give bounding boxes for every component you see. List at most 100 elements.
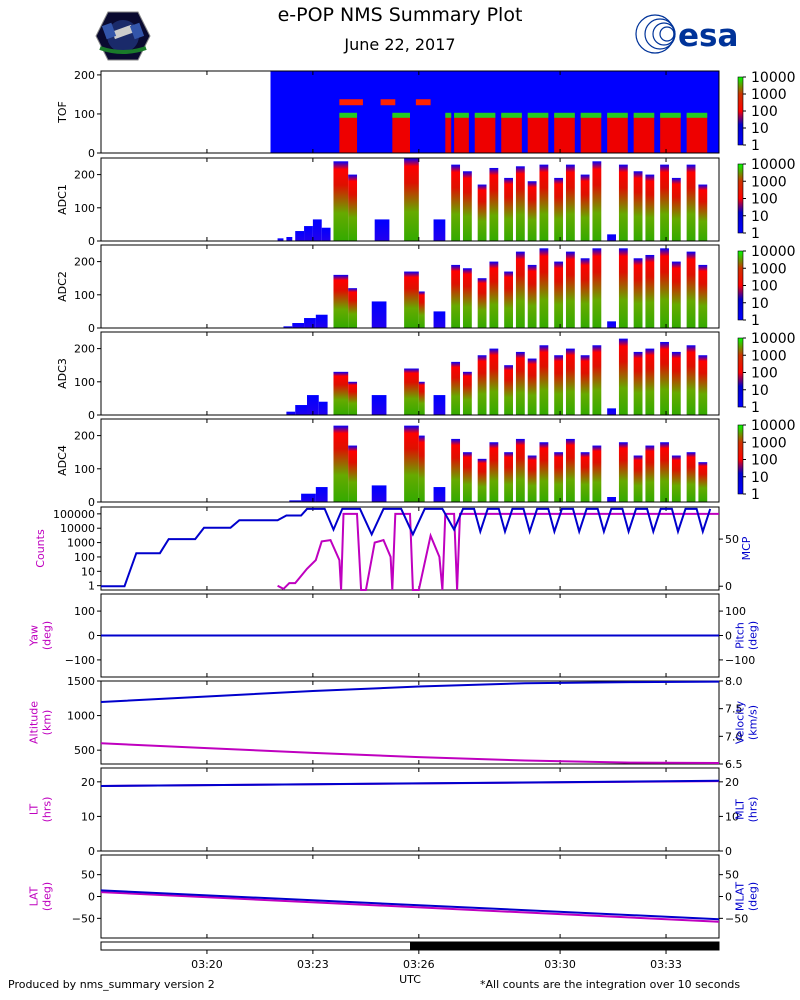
adc1-bar-6 xyxy=(333,161,349,241)
tof-segment-band-12 xyxy=(686,112,708,118)
adc1-bar-11 xyxy=(451,164,461,241)
altitude-velocity-ylabel-right-line-0: Velocity xyxy=(734,700,747,744)
lt-mlt-frame xyxy=(100,767,720,852)
counts-mcp-ytick-r-label-1: 50 xyxy=(725,533,739,546)
yaw-pitch-ytick-r-label-2: 100 xyxy=(725,605,746,618)
tof-colorbar-label-1: 10 xyxy=(751,121,769,137)
yaw-pitch-ylabel-right-line-1: (deg) xyxy=(747,621,760,650)
tof-segment-band-2 xyxy=(445,112,452,118)
altitude-velocity-ytick-r-label-3: 8.0 xyxy=(725,675,743,688)
altitude-velocity-ylabel-right-line-1: (km/s) xyxy=(747,705,760,740)
lat-mlat-ytick-label-2: 50 xyxy=(81,869,95,882)
altitude-velocity-ytick-label-0: 500 xyxy=(74,744,95,757)
adc4-bar-27 xyxy=(686,452,696,502)
adc4-bar-0 xyxy=(289,500,302,502)
adc4-ytick-label-1: 100 xyxy=(74,463,95,476)
adc4-bar-2 xyxy=(315,487,328,502)
timeline-xtick-label-3: 03:30 xyxy=(544,958,576,971)
adc1-frame xyxy=(100,157,720,242)
lat-mlat-ylabel-right-line-1: (deg) xyxy=(747,882,760,911)
adc4-colorbar-label-2: 100 xyxy=(751,453,778,469)
adc3-bar-9 xyxy=(433,395,446,415)
lat-mlat-ytick-label-0: −50 xyxy=(72,912,95,925)
altitude-velocity-ytick-r-label-1: 7.0 xyxy=(725,730,743,743)
adc3-ytick-label-0: 0 xyxy=(88,409,95,422)
adc1-bar-28 xyxy=(671,177,681,241)
adc1-bar-25 xyxy=(633,171,643,241)
tof-segment-3 xyxy=(454,113,469,153)
adc1-ytick-label-2: 200 xyxy=(74,169,95,182)
adc3-bar-16 xyxy=(527,358,537,415)
lat-mlat-ytick-r-label-0: −50 xyxy=(725,912,748,925)
adc1-bar-29 xyxy=(686,164,696,241)
lat-mlat-series-1 xyxy=(100,889,720,921)
adc2-bar-29 xyxy=(698,264,708,328)
adc4-bar-3 xyxy=(333,425,349,502)
adc3-ylabel-line-0: ADC3 xyxy=(56,358,69,389)
adc3-ytick-label-2: 200 xyxy=(74,343,95,356)
lt-mlt-ytick-label-2: 20 xyxy=(81,776,95,789)
adc4-ytick-label-2: 200 xyxy=(74,430,95,443)
adc2-bar-28 xyxy=(686,251,696,328)
altitude-velocity-ytick-label-1: 1000 xyxy=(67,710,95,723)
adc2-bar-3 xyxy=(315,314,328,328)
adc1-bar-10 xyxy=(433,219,446,241)
adc1-bar-22 xyxy=(592,161,602,241)
adc4-bar-19 xyxy=(580,452,590,502)
tof-segment-8 xyxy=(580,113,602,153)
tof-segment-band-6 xyxy=(527,112,549,118)
tof-segment-10 xyxy=(633,113,655,153)
adc1-bar-16 xyxy=(515,166,525,241)
lt-mlt-ytick-label-1: 10 xyxy=(81,810,95,823)
adc4-bar-7 xyxy=(418,435,425,502)
adc1-bar-2 xyxy=(295,231,305,241)
adc1-colorbar-label-1: 10 xyxy=(751,209,769,225)
yaw-pitch-ytick-r-label-0: −100 xyxy=(725,654,755,667)
tof-segment-7 xyxy=(554,113,575,153)
tof-segment-6 xyxy=(527,113,549,153)
adc1-bar-13 xyxy=(477,184,487,241)
tof-colorbar-label-2: 100 xyxy=(751,104,778,120)
tof-segment-band-5 xyxy=(501,112,522,118)
tof-segment-band-10 xyxy=(633,112,655,118)
adc2-bar-12 xyxy=(477,278,487,328)
yaw-pitch-ylabel-left-line-1: (deg) xyxy=(41,621,54,650)
lat-mlat-ylabel-right-line-0: MLAT xyxy=(734,882,747,912)
counts-mcp-ytick-label-1: 10 xyxy=(81,565,95,578)
adc3-bar-22 xyxy=(607,408,616,415)
adc3-bar-7 xyxy=(404,368,419,415)
adc2-bar-16 xyxy=(527,264,537,328)
adc2-bar-17 xyxy=(539,248,549,328)
adc2-bar-24 xyxy=(633,258,643,328)
adc1-bar-7 xyxy=(348,174,358,241)
adc1-ytick-label-1: 100 xyxy=(74,202,95,215)
adc2-bar-8 xyxy=(418,291,425,328)
tof-colorbar xyxy=(737,76,744,146)
adc3-bar-15 xyxy=(515,351,525,415)
adc4-bar-21 xyxy=(607,497,616,502)
adc1-ytick-label-0: 0 xyxy=(88,235,95,248)
adc3-bar-8 xyxy=(418,381,425,415)
adc4-frame xyxy=(100,418,720,503)
adc2-bar-2 xyxy=(304,318,316,328)
adc1-bar-0 xyxy=(277,238,284,241)
adc1-colorbar-label-0: 1 xyxy=(751,226,760,242)
adc3-bar-21 xyxy=(592,345,602,415)
tof-ylabel-line-0: TOF xyxy=(56,101,69,124)
counts-mcp-frame xyxy=(100,506,720,591)
adc3-colorbar xyxy=(737,337,744,408)
altitude-velocity-ytick-label-2: 1500 xyxy=(67,675,95,688)
counts-mcp-ytick-label-4: 10000 xyxy=(60,522,95,535)
tof-segment-11 xyxy=(660,113,681,153)
adc4-bar-15 xyxy=(527,455,537,502)
adc2-bar-5 xyxy=(348,288,358,328)
adc4-bar-14 xyxy=(515,438,525,502)
adc4-bar-10 xyxy=(462,452,472,502)
lat-mlat-ytick-r-label-1: 0 xyxy=(725,891,732,904)
esa-logo: esa xyxy=(635,14,738,54)
adc2-bar-4 xyxy=(333,274,349,328)
adc4-bar-1 xyxy=(301,493,316,502)
adc4-bar-20 xyxy=(592,445,602,502)
adc3-bar-13 xyxy=(489,348,499,415)
